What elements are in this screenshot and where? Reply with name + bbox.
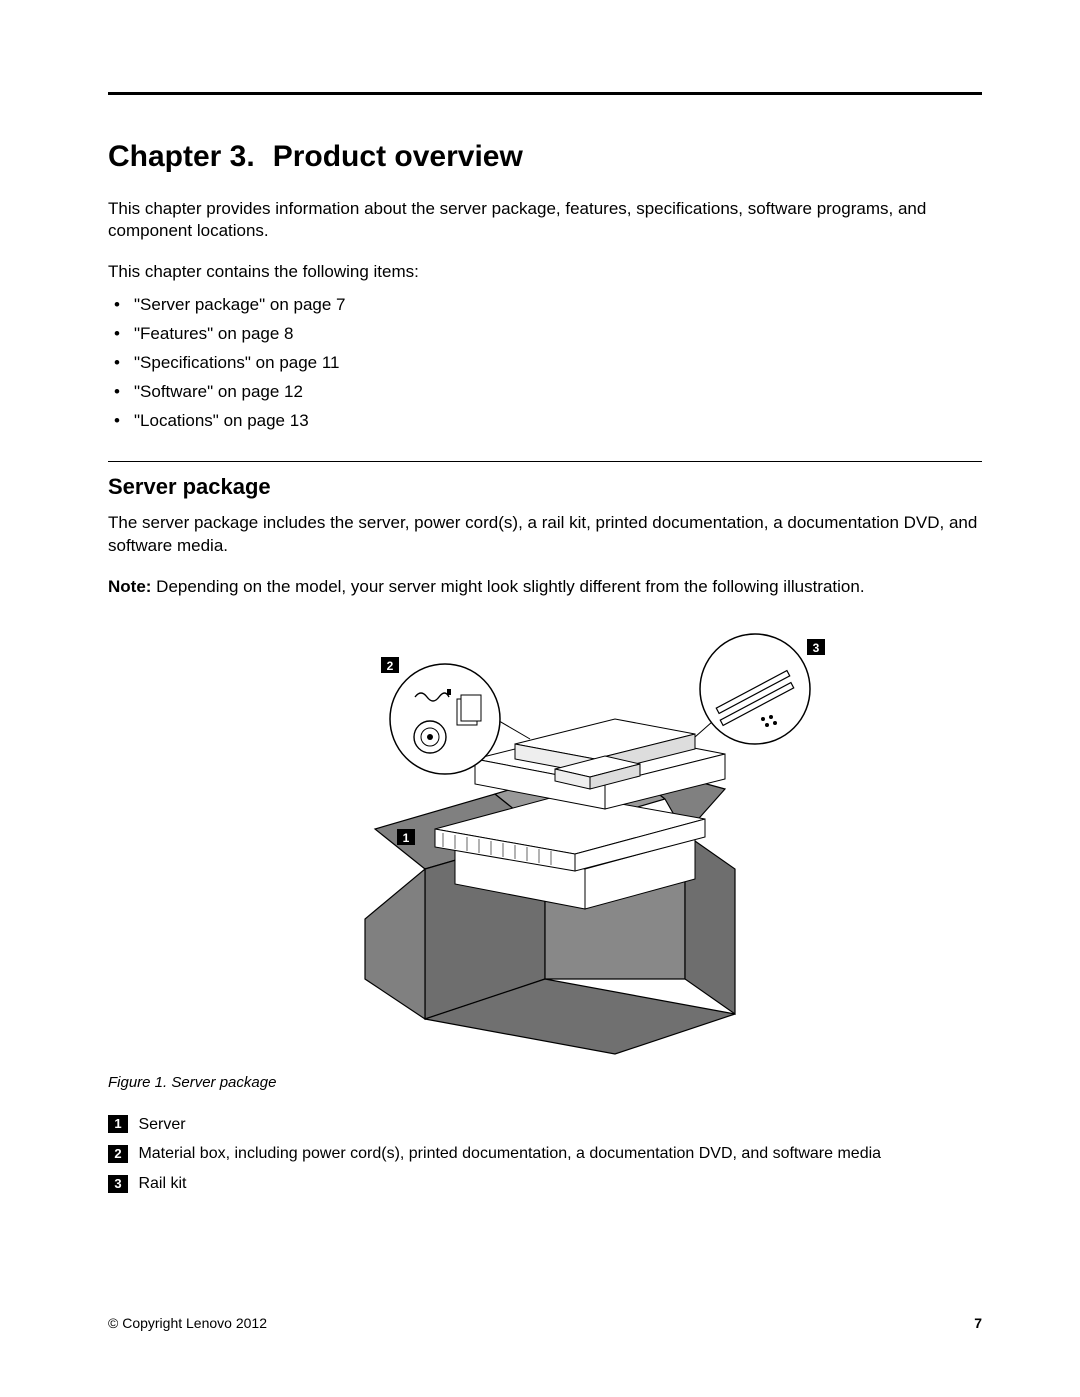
note-label: Note: (108, 577, 151, 596)
section-note: Note: Depending on the model, your serve… (108, 576, 982, 599)
legend-text: Rail kit (134, 1175, 186, 1192)
callout-num-1: 1 (403, 831, 410, 845)
toc-item: "Server package" on page 7 (108, 294, 982, 317)
chapter-title: Chapter 3. Product overview (108, 137, 982, 178)
figure-callout-1: 1 (397, 829, 415, 845)
callout-circle-3 (700, 634, 810, 744)
footer: © Copyright Lenovo 2012 7 (108, 1314, 982, 1333)
toc-item: "Specifications" on page 11 (108, 352, 982, 375)
section-title: Server package (108, 472, 982, 502)
callout-num-2: 2 (387, 659, 394, 673)
legend-num: 3 (108, 1175, 128, 1193)
legend-num: 2 (108, 1145, 128, 1163)
toc-list: "Server package" on page 7 "Features" on… (108, 294, 982, 433)
section-rule (108, 461, 982, 462)
legend-text: Server (134, 1116, 186, 1133)
page-number: 7 (974, 1314, 982, 1333)
copyright: © Copyright Lenovo 2012 (108, 1315, 267, 1331)
section-body: The server package includes the server, … (108, 512, 982, 558)
legend-text: Material box, including power cord(s), p… (134, 1145, 881, 1162)
chapter-title-text: Product overview (273, 140, 523, 173)
toc-item: "Features" on page 8 (108, 323, 982, 346)
toc-item: "Locations" on page 13 (108, 410, 982, 433)
figure-callout-2: 2 (381, 657, 399, 673)
legend: 1 Server 2 Material box, including power… (108, 1114, 982, 1195)
legend-item: 3 Rail kit (108, 1173, 982, 1195)
figure-callout-3: 3 (807, 639, 825, 655)
legend-num: 1 (108, 1115, 128, 1133)
figure: 2 3 1 (108, 619, 982, 1066)
server-package-illustration: 2 3 1 (265, 619, 825, 1059)
figure-caption: Figure 1. Server package (108, 1073, 982, 1093)
legend-item: 1 Server (108, 1114, 982, 1136)
chapter-number: Chapter 3. (108, 140, 255, 173)
callout-circle-2 (390, 664, 500, 774)
chapter-intro: This chapter provides information about … (108, 198, 982, 244)
note-text: Depending on the model, your server migh… (151, 577, 864, 596)
toc-item: "Software" on page 12 (108, 381, 982, 404)
top-rule (108, 92, 982, 95)
callout-num-3: 3 (813, 641, 820, 655)
contains-label: This chapter contains the following item… (108, 261, 982, 284)
legend-item: 2 Material box, including power cord(s),… (108, 1143, 982, 1165)
